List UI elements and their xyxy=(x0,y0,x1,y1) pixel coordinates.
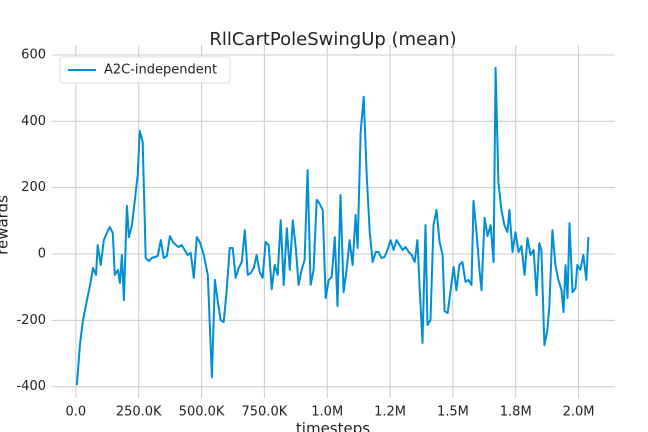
x-tick-label: 250.0K xyxy=(116,405,162,420)
x-tick-label: 1.2M xyxy=(374,405,406,420)
y-tick-label: 600 xyxy=(21,47,46,62)
x-tick-label: 0.0 xyxy=(66,405,87,420)
y-tick-label: -400 xyxy=(16,379,46,394)
x-tick-label: 2.0M xyxy=(563,405,595,420)
x-tick-label: 500.0K xyxy=(179,405,225,420)
y-tick-label: -200 xyxy=(16,313,46,328)
y-axis-label: rewards xyxy=(0,195,12,255)
y-tick-label: 400 xyxy=(21,114,46,129)
x-tick-label: 1.5M xyxy=(437,405,469,420)
x-tick-label: 1.0M xyxy=(311,405,343,420)
y-tick-label: 0 xyxy=(38,247,46,262)
y-tick-label: 200 xyxy=(21,180,46,195)
x-tick-label: 1.8M xyxy=(500,405,532,420)
legend-label: A2C-independent xyxy=(104,63,217,78)
x-tick-label: 750.0K xyxy=(242,405,288,420)
legend-box xyxy=(59,56,231,84)
chart-title: RllCartPoleSwingUp (mean) xyxy=(209,29,456,50)
data-line xyxy=(75,66,590,386)
x-axis-label: timesteps xyxy=(296,420,370,432)
